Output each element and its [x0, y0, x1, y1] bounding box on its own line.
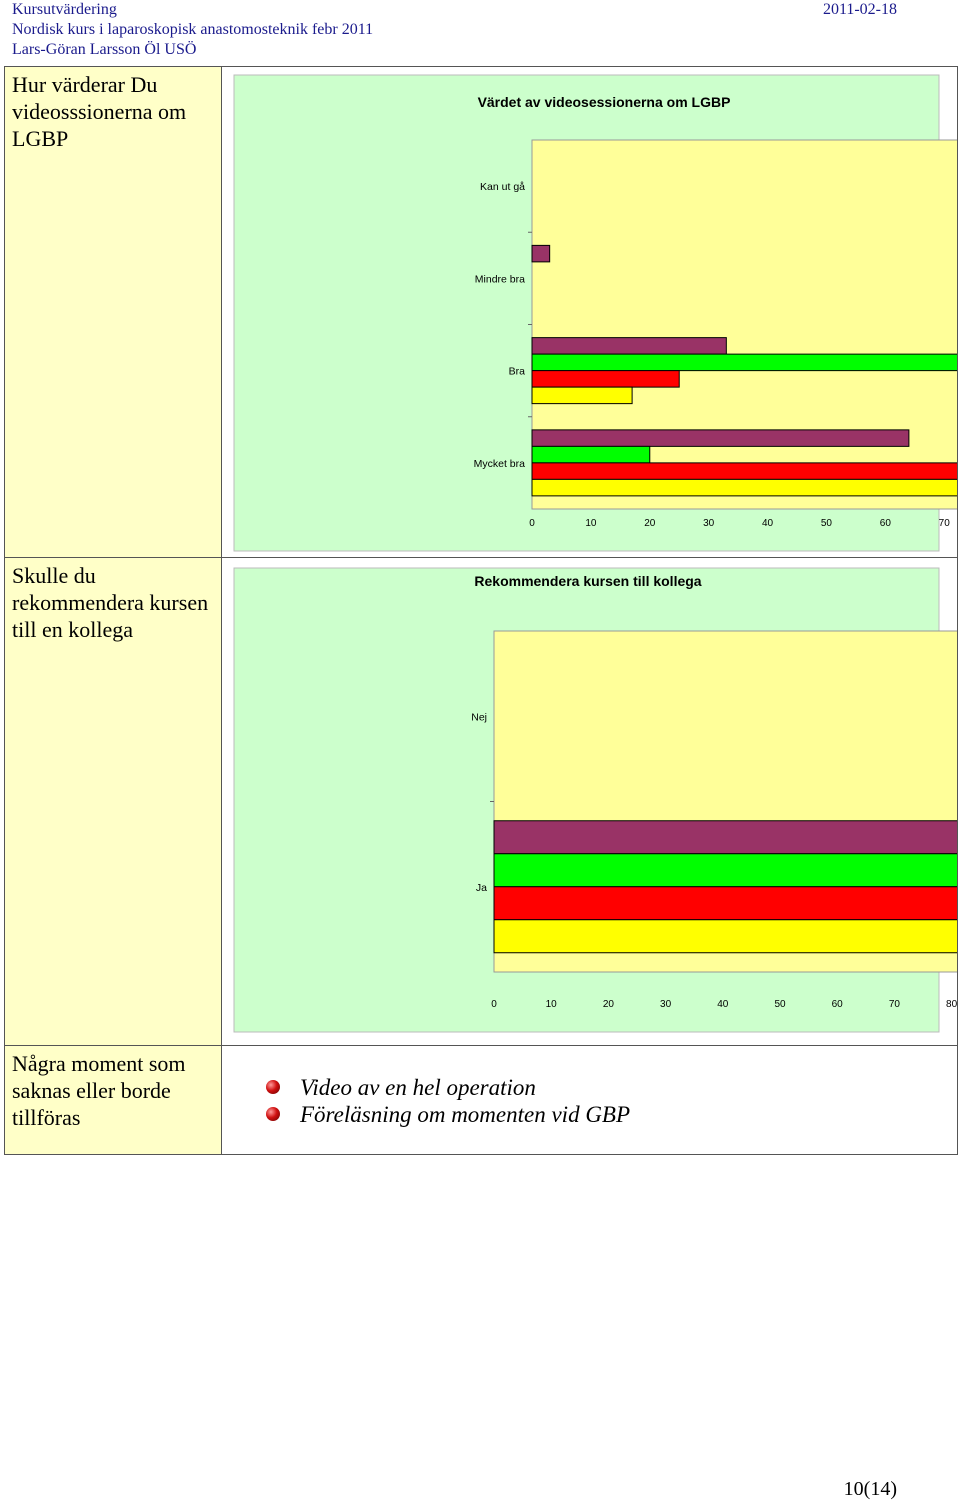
chart-recommend-svg: Rekommendera kursen till kollega 0 10 20 30 4…: [233, 567, 960, 1033]
x-tick-label: 0: [491, 999, 497, 1010]
x-tick-label: 50: [821, 518, 833, 529]
bar: [493, 853, 960, 888]
question-text: Några moment som saknas eller borde till…: [12, 1051, 186, 1130]
category-label: Mindre bra: [475, 273, 525, 285]
x-tick-label: 30: [660, 999, 672, 1010]
bar: [531, 445, 651, 464]
chart-video-sessions: Värdet av videosessionerna om LGBP 0 10 20 3…: [222, 67, 960, 556]
chart-cell: Rekommendera kursen till kollega 0 10 20 30 4…: [221, 557, 960, 1046]
question-cell: Skulle du rekommendera kursen till en ko…: [4, 557, 222, 1046]
bar: [531, 353, 960, 372]
bar: [493, 919, 960, 954]
category-label: Bra: [509, 366, 526, 378]
table-row: Skulle du rekommendera kursen till en ko…: [4, 557, 960, 1046]
x-tick-label: 40: [762, 518, 774, 529]
x-tick-label: 70: [939, 518, 951, 529]
x-tick-label: 20: [644, 518, 656, 529]
x-tick-label: 20: [603, 999, 615, 1010]
bar: [531, 337, 727, 355]
answers-list: Video av en hel operation Föreläsning om…: [266, 1074, 957, 1128]
bar: [531, 478, 960, 497]
x-tick-label: 0: [529, 518, 535, 529]
bar: [531, 429, 910, 447]
header-author: Lars-Göran Larsson Öl USÖ: [12, 41, 197, 58]
category-label: Ja: [476, 882, 487, 894]
header-title: Kursutvärdering: [12, 1, 117, 18]
header-course: Nordisk kurs i laparoskopisk anastomoste…: [12, 21, 374, 38]
x-tick-label: 60: [832, 999, 844, 1010]
question-text: Hur värderar Du videosssionerna om LGBP: [12, 72, 187, 151]
bar: [531, 462, 960, 480]
x-tick-label: 30: [703, 518, 715, 529]
answer-text: Föreläsning om momenten vid GBP: [300, 1102, 631, 1127]
x-tick-label: 60: [880, 518, 892, 529]
bar: [531, 244, 551, 263]
x-tick-label: 10: [546, 999, 558, 1010]
evaluation-table: Hur värderar Du videosssionerna om LGBP …: [4, 66, 960, 1155]
page-number: 10(14): [843, 1478, 897, 1500]
header-date: 2011-02-18: [822, 1, 897, 18]
category-label: Nej: [471, 711, 487, 723]
chart-video-sessions-svg: Värdet av videosessionerna om LGBP 0 10 20 3…: [233, 74, 960, 552]
bar: [531, 386, 633, 405]
category-label: Kan ut gå: [480, 181, 525, 193]
answers-cell: Video av en hel operation Föreläsning om…: [221, 1045, 958, 1155]
chart-title: Värdet av videosessionerna om LGBP: [478, 94, 731, 110]
table-row: Hur värderar Du videosssionerna om LGBP …: [4, 66, 960, 558]
x-tick-label: 80: [946, 999, 957, 1010]
list-item: Video av en hel operation: [266, 1074, 957, 1101]
table-row: Några moment som saknas eller borde till…: [4, 1045, 958, 1155]
chart-title: Rekommendera kursen till kollega: [474, 573, 701, 589]
bar: [531, 370, 680, 388]
bullet-icon: [266, 1080, 280, 1094]
chart-cell: Värdet av videosessionerna om LGBP 0 10 20 3…: [221, 66, 960, 558]
x-tick-label: 70: [889, 999, 901, 1010]
list-item: Föreläsning om momenten vid GBP: [266, 1101, 957, 1128]
question-cell: Några moment som saknas eller borde till…: [4, 1045, 222, 1155]
answer-text: Video av en hel operation: [300, 1075, 536, 1100]
question-text: Skulle du rekommendera kursen till en ko…: [12, 563, 209, 642]
x-tick-label: 10: [585, 518, 597, 529]
bar: [493, 820, 960, 855]
x-tick-label: 50: [774, 999, 786, 1010]
x-tick-label: 40: [717, 999, 729, 1010]
chart-recommend: Rekommendera kursen till kollega 0 10 20 30 4…: [222, 558, 960, 1044]
category-label: Mycket bra: [474, 458, 526, 470]
question-cell: Hur värderar Du videosssionerna om LGBP: [4, 66, 222, 558]
bullet-icon: [266, 1107, 280, 1121]
bar: [493, 886, 960, 921]
